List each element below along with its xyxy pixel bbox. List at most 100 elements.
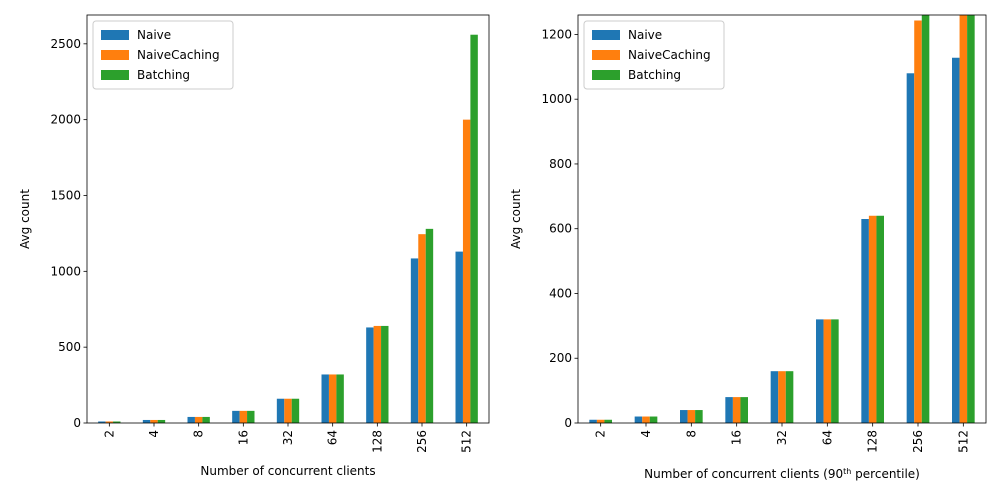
- legend-swatch: [592, 50, 620, 60]
- x-tick-label: 512: [460, 430, 474, 453]
- bar: [157, 419, 166, 423]
- legend-label: Batching: [628, 68, 681, 82]
- legend-swatch: [101, 70, 129, 80]
- bar: [366, 327, 374, 423]
- legend-label: Batching: [137, 68, 190, 82]
- bar: [425, 228, 434, 423]
- x-tick-label: 128: [370, 430, 384, 453]
- bar: [202, 416, 210, 423]
- x-axis-label-part: th: [843, 467, 851, 476]
- bar: [816, 319, 824, 423]
- bar: [778, 371, 786, 423]
- bar: [952, 57, 960, 423]
- bar: [105, 421, 114, 423]
- bar: [642, 416, 650, 423]
- bar: [418, 234, 426, 423]
- x-axis-label: Number of concurrent clients (90th perce…: [644, 467, 920, 482]
- x-tick-label: 256: [911, 430, 925, 453]
- bar: [914, 20, 922, 423]
- bar: [861, 219, 869, 423]
- x-tick-label: 128: [866, 430, 880, 453]
- x-axis-label-part: Number of concurrent clients (90: [644, 467, 843, 481]
- bar: [725, 397, 733, 423]
- legend-swatch: [101, 50, 129, 60]
- bar: [770, 371, 779, 423]
- y-tick-label: 1000: [541, 92, 572, 106]
- bar: [247, 410, 255, 423]
- chart: 0 500 1000 1500 2000 2500 2 4 8 16 32 64 128 256 512 Av…: [18, 14, 490, 478]
- x-tick-label: 2: [594, 430, 608, 438]
- bar: [232, 410, 240, 423]
- x-axis-label: Number of concurrent clients: [200, 464, 375, 478]
- bar: [732, 397, 741, 423]
- y-tick-label: 500: [58, 340, 81, 354]
- x-axis-label-part: percentile): [851, 467, 920, 481]
- legend-label: NaiveCaching: [137, 48, 220, 62]
- bar: [634, 416, 643, 423]
- bar: [381, 325, 389, 423]
- y-axis-label: Avg count: [509, 189, 523, 249]
- chart: 0 200 400 600 800 1000 1200 2 4 8 16 32 64 128 256 512 A…: [509, 14, 987, 482]
- bar: [336, 374, 344, 423]
- bar: [187, 416, 195, 423]
- bar: [868, 215, 877, 423]
- bar: [462, 119, 471, 423]
- bar: [142, 419, 151, 423]
- bar: [321, 374, 329, 423]
- bar: [680, 410, 688, 423]
- x-tick-label: 64: [820, 430, 834, 445]
- bars: [98, 34, 478, 423]
- x-tick-label: 4: [147, 430, 161, 438]
- y-tick-label: 0: [564, 416, 572, 430]
- x-tick-label: 256: [415, 430, 429, 453]
- y-tick-label: 200: [549, 351, 572, 365]
- y-tick-label: 1500: [50, 188, 81, 202]
- bar: [921, 15, 930, 423]
- bar: [831, 319, 839, 423]
- x-tick-label: 32: [281, 430, 295, 445]
- y-tick-label: 2000: [50, 113, 81, 127]
- bar: [455, 251, 463, 423]
- bar: [194, 416, 203, 423]
- bar: [284, 398, 292, 423]
- bar: [239, 410, 248, 423]
- bar: [906, 73, 915, 423]
- bar: [649, 416, 658, 423]
- x-tick-label: 64: [326, 430, 340, 445]
- bar: [876, 215, 884, 423]
- bar: [98, 421, 106, 423]
- bar: [967, 15, 975, 423]
- x-tick-label: 4: [639, 430, 653, 438]
- y-tick-label: 1000: [50, 264, 81, 278]
- legend-label: Naive: [137, 28, 171, 42]
- bar: [687, 410, 696, 423]
- bars: [589, 15, 975, 423]
- y-tick-label: 0: [73, 416, 81, 430]
- bar: [276, 398, 285, 423]
- x-tick-label: 16: [730, 430, 744, 445]
- bar: [596, 419, 605, 423]
- bar: [959, 15, 968, 423]
- x-tick-label: 8: [192, 430, 206, 438]
- y-tick-label: 2500: [50, 37, 81, 51]
- legend-swatch: [592, 70, 620, 80]
- bar: [410, 258, 419, 423]
- bar: [470, 34, 478, 423]
- x-tick-label: 512: [956, 430, 970, 453]
- y-tick-label: 600: [549, 222, 572, 236]
- y-tick-label: 1200: [541, 27, 572, 41]
- y-tick-label: 800: [549, 157, 572, 171]
- bar: [604, 419, 612, 423]
- bar: [291, 398, 300, 423]
- bar: [823, 319, 832, 423]
- x-tick-label: 16: [236, 430, 250, 445]
- bar: [150, 419, 158, 423]
- y-axis-label: Avg count: [18, 189, 32, 249]
- bar: [740, 397, 748, 423]
- legend-label: Naive: [628, 28, 662, 42]
- bar: [113, 421, 121, 423]
- bar: [785, 371, 794, 423]
- legend-swatch: [101, 30, 129, 40]
- bar: [373, 325, 382, 423]
